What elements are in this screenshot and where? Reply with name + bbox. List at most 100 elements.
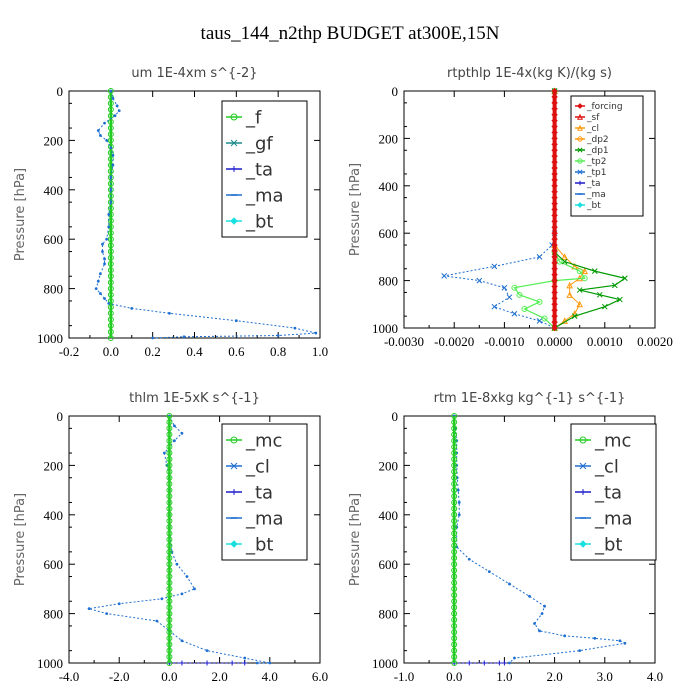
data-point xyxy=(566,291,573,298)
legend-marker xyxy=(230,540,238,548)
legend-box xyxy=(570,95,644,217)
data-point xyxy=(601,303,608,310)
data-point xyxy=(441,273,448,279)
data-point xyxy=(521,306,528,313)
data-point xyxy=(451,468,458,475)
legend-marker xyxy=(230,436,238,444)
data-point xyxy=(107,260,114,267)
data-point xyxy=(538,629,541,633)
data-point xyxy=(451,542,458,549)
x-tick-label: 0.6 xyxy=(228,344,245,359)
y-tick-label: 1000 xyxy=(37,656,63,671)
data-point xyxy=(98,292,102,295)
data-point xyxy=(563,634,567,638)
data-point xyxy=(487,570,491,574)
legend-label: _ta xyxy=(586,179,601,189)
y-axis-label: Pressure [hPa] xyxy=(348,163,363,256)
data-point xyxy=(508,661,511,665)
data-point xyxy=(103,121,106,125)
data-point xyxy=(155,619,159,623)
y-tick-label: 0 xyxy=(57,84,64,99)
data-point xyxy=(166,493,173,500)
data-point xyxy=(103,262,106,266)
data-point xyxy=(551,271,558,278)
legend-marker xyxy=(579,462,587,470)
data-point xyxy=(551,265,558,272)
data-point xyxy=(193,587,196,591)
data-point xyxy=(551,212,558,219)
data-point xyxy=(166,530,173,537)
y-tick-label: 800 xyxy=(379,607,399,622)
data-point xyxy=(551,241,558,249)
data-point xyxy=(451,561,458,568)
x-tick-label: 0.0 xyxy=(103,344,119,359)
x-tick-label: -0.0030 xyxy=(384,334,424,349)
data-point xyxy=(551,224,558,231)
data-point xyxy=(103,257,106,261)
data-point xyxy=(175,562,179,566)
data-point xyxy=(451,598,458,605)
y-tick-label: 800 xyxy=(379,274,399,289)
data-point xyxy=(457,501,461,504)
data-point xyxy=(107,285,114,292)
legend-marker xyxy=(230,462,238,470)
data-point xyxy=(551,194,558,201)
legend-label: _dp1 xyxy=(586,146,609,156)
data-point xyxy=(103,297,106,300)
data-point xyxy=(107,310,114,317)
x-tick-label: 1.0 xyxy=(312,344,328,359)
legend-marker xyxy=(577,180,583,186)
data-point xyxy=(551,105,558,112)
data-point xyxy=(540,612,544,615)
data-point xyxy=(551,206,558,213)
legend-label: _ma xyxy=(245,508,284,529)
data-point xyxy=(618,639,622,643)
data-point xyxy=(105,237,109,241)
data-point xyxy=(96,279,100,283)
data-point xyxy=(185,575,189,578)
data-point xyxy=(107,106,114,113)
data-point xyxy=(115,104,119,108)
data-point xyxy=(173,439,176,443)
legend-marker xyxy=(580,489,586,495)
data-point xyxy=(166,425,173,432)
x-tick-label: 2.0 xyxy=(211,669,227,684)
chart-panels: um 1E-4xm s^{-2} Pressure [hPa] -0.2 0.0 0.2… xyxy=(13,66,673,684)
figure-title: taus_144_n2thp BUDGET at300E,15N xyxy=(201,23,500,44)
data-point xyxy=(451,647,458,654)
x-tick-label: -0.2 xyxy=(59,344,80,359)
legend-label: _ma xyxy=(586,190,606,200)
data-point xyxy=(451,524,458,531)
data-point xyxy=(107,155,114,162)
data-point xyxy=(551,259,558,267)
data-point xyxy=(551,295,558,302)
data-point xyxy=(166,647,173,654)
data-point xyxy=(451,629,458,636)
data-point xyxy=(451,419,458,426)
data-point xyxy=(107,192,114,199)
data-point xyxy=(166,542,173,549)
data-point xyxy=(107,291,114,298)
chart-legend: _forcing_sf_cl_dp2_dp1_tp2_tp1_ta_ma_bt xyxy=(570,95,644,217)
data-point xyxy=(166,610,173,617)
data-point xyxy=(107,335,114,341)
data-point xyxy=(117,602,121,606)
data-point xyxy=(166,635,173,642)
chart-panel-1: um 1E-4xm s^{-2} Pressure [hPa] -0.2 0.0 0.2… xyxy=(13,66,328,359)
data-point xyxy=(166,468,173,475)
data-point xyxy=(101,250,104,253)
data-point xyxy=(94,287,98,290)
x-tick-label: 6.0 xyxy=(312,669,328,684)
data-point xyxy=(107,316,114,323)
data-point xyxy=(551,218,558,225)
legend-label: _cl xyxy=(586,124,599,134)
data-point xyxy=(551,312,558,320)
data-point xyxy=(451,555,458,562)
y-tick-label: 200 xyxy=(379,131,399,146)
data-point xyxy=(496,660,502,666)
x-tick-label: 0.0010 xyxy=(587,334,623,349)
data-point xyxy=(451,579,458,586)
data-point xyxy=(451,592,458,599)
y-tick-label: 600 xyxy=(379,557,399,572)
